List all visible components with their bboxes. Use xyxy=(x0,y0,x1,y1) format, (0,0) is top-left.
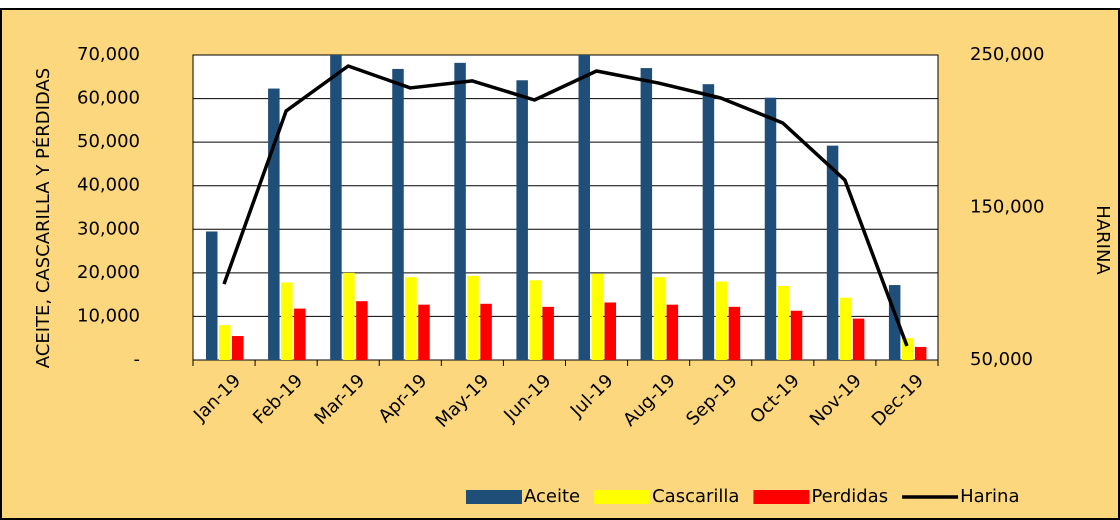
bar xyxy=(516,80,528,361)
bar xyxy=(640,68,653,361)
bar xyxy=(529,280,541,360)
bar xyxy=(405,277,417,360)
bar xyxy=(702,84,715,360)
y-tick-label: 50,000 xyxy=(77,131,140,152)
legend-swatch xyxy=(466,490,522,504)
bar xyxy=(454,62,466,360)
bar xyxy=(604,302,616,360)
bar xyxy=(888,285,901,360)
bar xyxy=(839,297,852,360)
line xyxy=(222,64,909,347)
y-tick-label: 30,000 xyxy=(77,218,140,239)
bar xyxy=(219,325,231,360)
y2-axis-label: HARINA xyxy=(1092,205,1113,275)
y2-tick-label: 150,000 xyxy=(970,197,1044,218)
bar xyxy=(914,346,927,360)
bar xyxy=(728,306,741,360)
bar xyxy=(542,306,554,360)
y2-tick-label: 50,000 xyxy=(970,349,1033,370)
y-tick-label: 20,000 xyxy=(77,262,140,283)
legend-swatch xyxy=(753,490,810,504)
bar xyxy=(852,318,865,360)
bar xyxy=(578,55,590,360)
y-axis-label: ACEITE, CASCARILLA Y PÉRDIDAS xyxy=(32,68,54,368)
y-tick-label: 40,000 xyxy=(77,175,140,196)
bar xyxy=(356,301,368,360)
bar xyxy=(330,55,342,360)
bar xyxy=(715,281,728,360)
y-tick-label: - xyxy=(134,349,141,370)
bar xyxy=(480,303,492,360)
bar xyxy=(777,285,790,360)
y-tick-label: 60,000 xyxy=(77,88,140,109)
bar xyxy=(206,231,218,360)
bar xyxy=(294,308,306,360)
bar xyxy=(764,97,777,360)
y-tick-label: 70,000 xyxy=(77,44,140,65)
bar xyxy=(826,145,839,360)
bar xyxy=(901,338,914,360)
plot-area xyxy=(193,55,938,360)
bar xyxy=(653,277,666,360)
legend-swatch xyxy=(594,490,651,504)
bar xyxy=(467,275,479,360)
bar xyxy=(790,310,803,360)
legend-label: Aceite xyxy=(524,486,580,507)
bar xyxy=(418,304,430,360)
bar xyxy=(591,273,603,360)
bar xyxy=(281,282,293,360)
bar xyxy=(268,88,280,361)
legend-label: Perdidas xyxy=(811,486,888,507)
legend-label: Harina xyxy=(960,486,1019,507)
bar xyxy=(343,272,355,360)
y-tick-label: 10,000 xyxy=(77,305,140,326)
y2-tick-label: 250,000 xyxy=(970,44,1044,65)
bar xyxy=(392,68,404,360)
bar xyxy=(232,336,244,360)
bar xyxy=(666,304,679,360)
legend-label: Cascarilla xyxy=(652,486,739,507)
